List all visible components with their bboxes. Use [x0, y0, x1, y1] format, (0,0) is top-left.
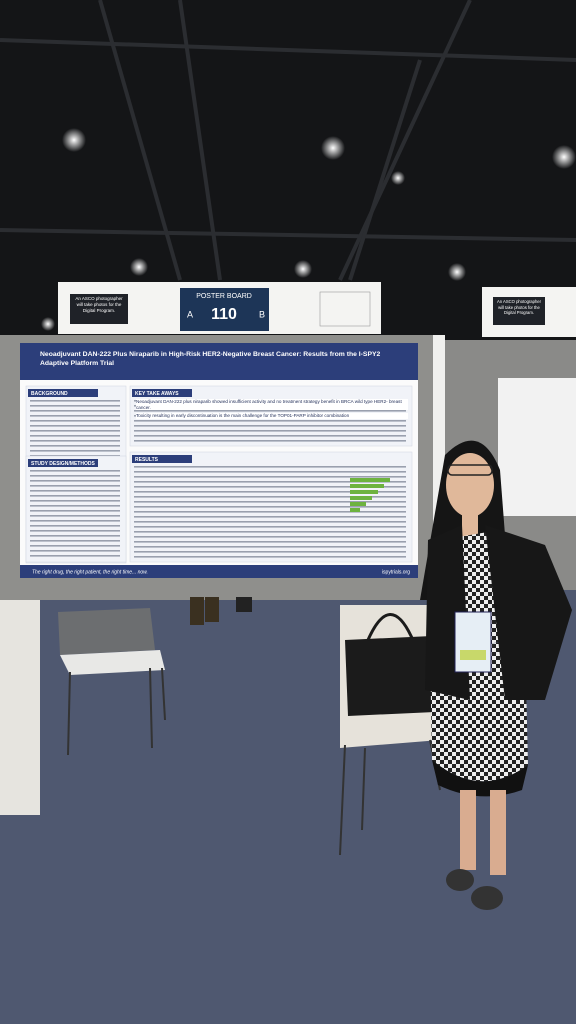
background-legs	[190, 597, 252, 625]
text-line	[30, 545, 120, 547]
text-line	[30, 450, 120, 452]
footer-text: The right drug, the right patient, the r…	[32, 569, 148, 575]
text-line	[30, 430, 120, 432]
ceiling-lights	[41, 128, 576, 331]
text-line	[30, 495, 120, 497]
text-line	[30, 470, 120, 472]
text-line	[30, 555, 120, 557]
board-number: 110	[211, 306, 237, 323]
text-line	[134, 501, 406, 503]
text-line	[30, 475, 120, 477]
text-line	[30, 540, 120, 542]
text-line	[134, 536, 406, 538]
text-line	[134, 430, 406, 432]
text-line	[134, 420, 406, 422]
right-note: An ASCO photographer will take photos fo…	[497, 299, 541, 315]
right-note-wrap: An ASCO photographer will take photos fo…	[497, 299, 541, 315]
text-line	[30, 425, 120, 427]
left-note: An ASCO photographer will take photos fo…	[75, 296, 123, 313]
text-line	[30, 485, 120, 487]
text-line	[134, 551, 406, 553]
text-line	[134, 526, 406, 528]
text-line	[134, 541, 406, 543]
text-line	[30, 440, 120, 442]
side-b: B	[259, 309, 265, 319]
logo-box	[319, 291, 371, 327]
text-line	[134, 466, 406, 468]
text-line	[30, 480, 120, 482]
text-line	[30, 420, 120, 422]
section-header: KEY TAKE AWAYS	[135, 391, 179, 397]
title-wrap: Neoadjuvant DAN-222 Plus Niraparib in Hi…	[40, 351, 381, 367]
text-line	[30, 525, 120, 527]
text-line	[134, 471, 406, 473]
text-line	[134, 531, 406, 533]
section-header: RESULTS	[135, 457, 159, 463]
text-line	[134, 435, 406, 437]
text-line	[30, 410, 120, 412]
poster-footer	[20, 565, 418, 578]
website: ispytrials.org	[382, 569, 410, 575]
text-line	[134, 496, 406, 498]
text-line	[134, 410, 406, 412]
note-wrap: An ASCO photographer will take photos fo…	[75, 296, 123, 313]
poster-figure	[350, 478, 390, 512]
text-line	[134, 476, 406, 478]
note-box	[70, 294, 128, 324]
text-line	[30, 520, 120, 522]
text-line	[134, 511, 406, 513]
text-line	[134, 556, 406, 558]
text-line	[134, 491, 406, 493]
text-line	[30, 400, 120, 402]
text-line	[134, 546, 406, 548]
person	[420, 440, 572, 910]
poster-panel	[25, 455, 127, 563]
trusses	[0, 0, 576, 281]
text-line	[134, 506, 406, 508]
text-line	[30, 515, 120, 517]
takeaway-wrap: Neoadjuvant DAN-222 plus niraparib showe…	[136, 399, 408, 411]
center-chair	[339, 605, 441, 856]
text-line	[30, 500, 120, 502]
section-header-bg	[132, 389, 192, 397]
text-line	[134, 486, 406, 488]
text-line	[30, 435, 120, 437]
text-line	[30, 550, 120, 552]
poster-header	[20, 343, 418, 380]
text-line	[30, 445, 120, 447]
section-header: BACKGROUND	[31, 391, 68, 397]
left-chair	[58, 608, 166, 756]
takeaway: Neoadjuvant DAN-222 plus niraparib showe…	[136, 399, 408, 411]
section-header-bg	[132, 455, 192, 463]
board-box	[180, 288, 269, 331]
text-line	[30, 505, 120, 507]
text-line	[30, 510, 120, 512]
text-line	[134, 521, 406, 523]
board-label: POSTER BOARD	[196, 293, 252, 300]
section-header-bg	[28, 389, 98, 397]
text-line	[30, 490, 120, 492]
text-line	[30, 415, 120, 417]
text-line	[30, 405, 120, 407]
sections: BACKGROUND KEY TAKE AWAYS RESULTS STUDY DES…	[25, 385, 413, 564]
handbag	[345, 636, 435, 716]
text-line	[134, 440, 406, 442]
side-a: A	[187, 309, 193, 319]
takeaway-wrap: Toxicity resulting in early discontinuat…	[136, 413, 408, 419]
text-line	[30, 535, 120, 537]
section-header-bg	[28, 459, 98, 467]
text-line	[134, 481, 406, 483]
takeaway: Toxicity resulting in early discontinuat…	[136, 413, 408, 419]
text-line	[30, 530, 120, 532]
poster-title: Neoadjuvant DAN-222 Plus Niraparib in Hi…	[40, 351, 381, 367]
right-note-box	[493, 297, 545, 325]
text-line	[134, 425, 406, 427]
right-poster	[498, 378, 576, 516]
text-line	[134, 516, 406, 518]
section-header: STUDY DESIGN/METHODS	[31, 461, 95, 467]
